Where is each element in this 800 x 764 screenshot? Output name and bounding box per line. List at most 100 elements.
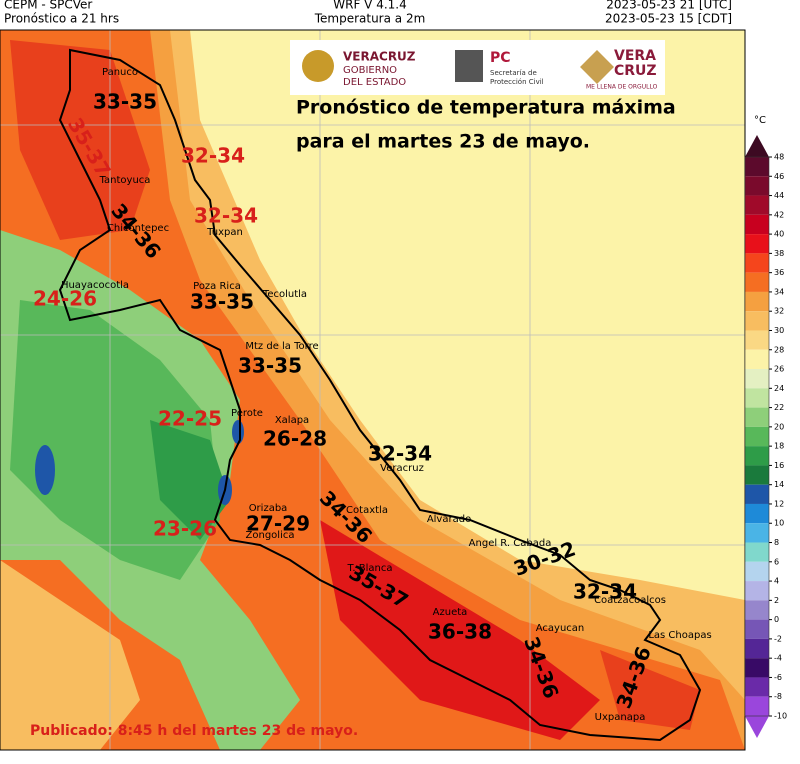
colorbar-tick-label: -10: [774, 712, 787, 721]
colorbar-tick-label: -2: [774, 634, 782, 643]
logo-text: CRUZ: [614, 63, 657, 79]
colorbar-tick-label: 26: [774, 365, 784, 374]
city-label: Tantoyuca: [99, 175, 151, 186]
title: Pronóstico de temperatura máxima: [296, 97, 676, 119]
colorbar-segment: [745, 696, 769, 716]
graticule: [0, 30, 745, 750]
city-label: Tecolutla: [262, 289, 307, 300]
colorbar-tick-label: 24: [774, 384, 784, 393]
logo-text: VERA: [614, 48, 656, 64]
colorbar-tick-label: -6: [774, 673, 782, 682]
colorbar-segment: [745, 407, 769, 427]
colorbar-cap: [745, 135, 769, 157]
colorbar-tick-label: 22: [774, 403, 784, 412]
colorbar-segment: [745, 349, 769, 370]
colorbar-tick-label: 48: [774, 153, 784, 162]
colorbar-segment: [745, 523, 769, 543]
temperature-range-label: 33-35: [190, 290, 254, 314]
colorbar-tick-label: 42: [774, 210, 784, 219]
colorbar-tick-label: 36: [774, 268, 784, 277]
colorbar-tick-label: 32: [774, 307, 784, 316]
colorbar-segment: [745, 581, 769, 601]
colorbar-segment: [745, 253, 769, 273]
colorbar-tick-label: 40: [774, 230, 784, 239]
colorbar-tick-label: 44: [774, 191, 784, 200]
temperature-range-label: 23-26: [153, 517, 217, 541]
colorbar-segment: [745, 561, 769, 582]
city-label: Huayacocotla: [61, 280, 129, 291]
city-label: Coatzacoalcos: [594, 595, 666, 606]
colorbar-segment: [745, 291, 769, 312]
colorbar-tick-label: 34: [774, 287, 784, 296]
colorbar-segment: [745, 311, 769, 331]
colorbar-tick-label: 28: [774, 345, 784, 354]
city-label: Zongolica: [246, 530, 295, 541]
header-right: 2023-05-23 21 [UTC]: [606, 0, 732, 12]
temperature-range-label: 33-35: [238, 354, 302, 378]
header-left: CEPM - SPCVer: [4, 0, 92, 12]
header-right: 2023-05-23 15 [CDT]: [605, 12, 732, 26]
logo-text: DEL ESTADO: [343, 77, 406, 88]
colorbar-tick-label: 6: [774, 557, 779, 566]
colorbar-segment: [745, 600, 769, 620]
header-center: Temperatura a 2m: [314, 12, 426, 26]
temperature-range-label: 22-25: [158, 407, 222, 431]
logo-text: Secretaría de: [490, 69, 537, 77]
city-label: Orizaba: [249, 503, 288, 514]
colorbar-segment: [745, 465, 769, 485]
logo-text: VERACRUZ: [343, 50, 416, 64]
logo-text: Protección Civil: [490, 78, 544, 86]
city-label: Las Choapas: [648, 630, 711, 641]
colorbar-tick-label: 0: [774, 615, 779, 624]
city-label: Mtz de la Torre: [245, 341, 318, 352]
logo-text: PC: [490, 50, 511, 66]
colorbar-segment: [745, 369, 769, 389]
colorbar-tick-label: 4: [774, 577, 779, 586]
temperature-range-label: 36-38: [428, 620, 492, 644]
temperature-range-label: 33-35: [93, 90, 157, 114]
colorbar-segment: [745, 484, 769, 504]
temperature-range-label: 27-29: [246, 512, 310, 536]
colorbar-segment: [745, 677, 769, 697]
city-label: Tuxpan: [206, 227, 243, 238]
temperature-field: [0, 30, 745, 750]
title: para el martes 23 de mayo.: [296, 131, 590, 153]
colorbar-segment: [745, 503, 769, 524]
city-label: Angel R. Cabada: [469, 538, 552, 549]
logo-shield: [302, 50, 334, 82]
temperature-range-label: 32-34: [194, 204, 258, 228]
colorbar-segment: [745, 638, 769, 659]
header-left: Pronóstico a 21 hrs: [4, 12, 119, 26]
colorbar-frame: [744, 156, 770, 717]
temperature-range-label: 32-34: [573, 580, 637, 604]
colorbar-tick-label: 18: [774, 442, 784, 451]
colorbar-segment: [745, 272, 769, 292]
colorbar-tick-label: 20: [774, 422, 784, 431]
city-label: Uxpanapa: [595, 712, 646, 723]
colorbar-segment: [745, 446, 769, 466]
colorbar-segment: [745, 195, 769, 215]
colorbar-tick-label: 2: [774, 596, 779, 605]
city-label: Xalapa: [275, 415, 309, 426]
colorbar-cap: [745, 716, 769, 738]
city-label: T. Blanca: [346, 563, 392, 574]
colorbar-tick-label: 16: [774, 461, 784, 470]
colorbar-segment: [745, 234, 769, 254]
colorbar-tick-label: -4: [774, 654, 782, 663]
footer: Publicado: 8:45 h del martes 23 de mayo.: [30, 723, 358, 739]
city-label: Cotaxtla: [346, 505, 388, 516]
colorbar-unit: °C: [754, 115, 766, 126]
colorbar-tick-label: 12: [774, 499, 784, 508]
colorbar-segment: [745, 542, 769, 562]
city-label: Poza Rica: [193, 281, 241, 292]
header-center: WRF V 4.1.4: [333, 0, 406, 12]
city-label: Acayucan: [536, 623, 585, 634]
colorbar-segment: [745, 330, 769, 350]
temperature-range-label: 32-34: [368, 442, 432, 466]
colorbar-segment: [745, 619, 769, 639]
colorbar-segment: [745, 176, 769, 196]
colorbar-tick-label: 14: [774, 480, 784, 489]
colorbar-tick-label: 30: [774, 326, 784, 335]
colorbar-segment: [745, 214, 769, 235]
